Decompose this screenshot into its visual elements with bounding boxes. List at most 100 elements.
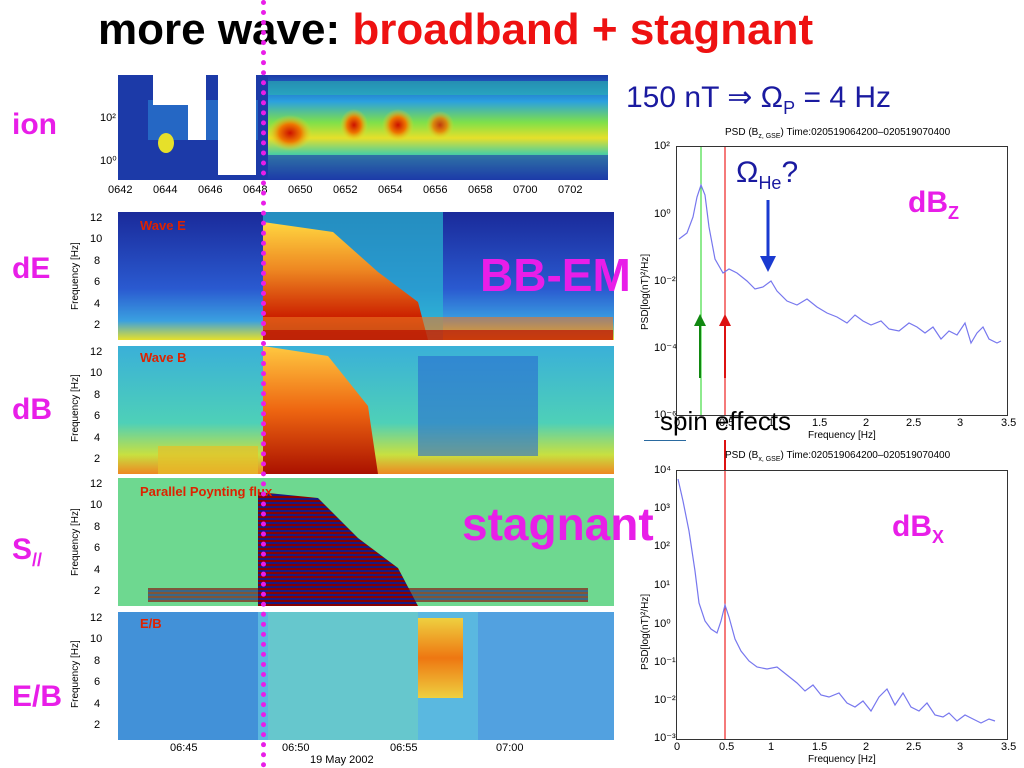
eb-ytick-10: 10: [90, 633, 103, 645]
poynting-ytick-10: 10: [90, 499, 103, 511]
eq-omega: Ω: [752, 81, 784, 114]
spin-effects-underline: [644, 440, 686, 441]
ion-tick-8: 0658: [468, 184, 493, 196]
psd-top-xtick-2: 1: [768, 417, 775, 429]
row-label-db: dB: [12, 393, 52, 426]
wave-b-ytick-4: 4: [94, 432, 101, 444]
eq-omega-sub: P: [783, 98, 796, 118]
poynting-label: Parallel Poynting flux: [140, 484, 273, 499]
date-label: 19 May 2002: [310, 754, 374, 766]
psd-top-xtick-1: 0.5: [719, 417, 735, 429]
wave-b-ylabel: Frequency [Hz]: [70, 374, 81, 442]
psd-bottom-ytick-4: 10⁰: [654, 618, 671, 630]
wave-b-ytick-2: 2: [94, 453, 101, 465]
wave-b-ytick-6: 6: [94, 410, 101, 422]
poynting-ytick-6: 6: [94, 542, 101, 554]
eb-label: E/B: [140, 616, 162, 631]
wave-b-image: Wave B: [118, 346, 614, 474]
psd-bottom-xtick-6: 3: [957, 741, 964, 753]
psd-bottom-xtick-2: 1: [768, 741, 775, 753]
psd-bottom-xtick-4: 2: [863, 741, 870, 753]
psd-bottom-title: PSD (Bx, GSE) Time:020519064200–02051907…: [725, 450, 950, 463]
bb-em-label: BB-EM: [480, 249, 631, 301]
ion-ytick-2: 10⁰: [100, 155, 117, 167]
time-tick-0650: 06:50: [282, 742, 310, 754]
psd-top-xtick-3: 1.5: [812, 417, 828, 429]
psd-bottom-ytick-7: 10⁻³: [654, 732, 676, 744]
dbx-label: dBX: [892, 510, 944, 548]
psd-bottom-ytick-1: 10³: [654, 502, 670, 514]
psd-bottom-ytick-5: 10⁻¹: [654, 656, 676, 668]
title-highlight: broadband + stagnant: [352, 5, 814, 54]
omega-he-question: ?: [781, 156, 799, 189]
omega-he-arrow: [760, 200, 776, 272]
row-label-s-text: S: [12, 533, 33, 566]
ion-tick-0: 0642: [108, 184, 133, 196]
psd-top-ylabel: PSD[log(nT)²/Hz]: [640, 253, 651, 330]
eb-ylabel: Frequency [Hz]: [70, 640, 81, 708]
wave-e-spectrogram: Wave E: [118, 212, 614, 340]
wave-b-ytick-12: 12: [90, 346, 103, 358]
eb-ytick-6: 6: [94, 676, 101, 688]
ion-tick-5: 0652: [333, 184, 358, 196]
psd-bottom-xtick-0: 0: [674, 741, 681, 753]
time-tick-0700: 07:00: [496, 742, 524, 754]
psd-top-xtick-5: 2.5: [906, 417, 922, 429]
wave-b-ytick-10: 10: [90, 367, 103, 379]
psd-bottom-xtick-5: 2.5: [906, 741, 922, 753]
ion-tick-6: 0654: [378, 184, 403, 196]
psd-bottom-title-sub: x, GSE: [758, 456, 781, 463]
psd-bottom-svg: [677, 471, 996, 739]
psd-top-xtick-4: 2: [863, 417, 870, 429]
eb-yticks: 12 10 8 6 4 2: [90, 612, 116, 740]
omega-he-sub: He: [758, 173, 782, 193]
ion-tick-9: 0700: [513, 184, 538, 196]
psd-bottom-title-post: ) Time:020519064200–020519070400: [780, 450, 951, 461]
spin-effects-label: spin effects: [660, 406, 792, 436]
dbx-text: dB: [892, 510, 932, 543]
eq-arrow: ⇒: [727, 81, 753, 114]
eb-ytick-12: 12: [90, 612, 103, 624]
gyrofrequency-equation: 150 nT ⇒ ΩP = 4 Hz: [626, 80, 891, 119]
psd-top-xlabel: Frequency [Hz]: [808, 430, 876, 441]
eb-ytick-8: 8: [94, 655, 101, 667]
psd-top-xtick-7: 3.5: [1001, 417, 1017, 429]
wave-b-spectrogram: Wave B: [118, 346, 614, 474]
ion-time-axis: 0642 0644 0646 0648 0650 0652 0654 0656 …: [108, 184, 608, 200]
wave-b-yticks: 12 10 8 6 4 2: [90, 346, 116, 474]
wave-e-ytick-8: 8: [94, 255, 101, 267]
psd-top-title-pre: PSD (B: [725, 127, 759, 138]
eb-image: E/B: [118, 612, 614, 740]
eb-ytick-2: 2: [94, 719, 101, 731]
row-label-de: dE: [12, 252, 51, 285]
poynting-ytick-2: 2: [94, 585, 101, 597]
wave-e-ytick-12: 12: [90, 212, 103, 224]
wave-e-ytick-4: 4: [94, 298, 101, 310]
ion-tick-2: 0646: [198, 184, 223, 196]
dbx-sub: X: [932, 527, 945, 547]
poynting-image: Parallel Poynting flux: [118, 478, 614, 606]
wave-b-ytick-8: 8: [94, 389, 101, 401]
spin-effect-arrows: [694, 314, 731, 378]
time-tick-0655: 06:55: [390, 742, 418, 754]
eq-right: = 4 Hz: [795, 81, 891, 114]
psd-bottom-ytick-3: 10¹: [654, 579, 670, 591]
psd-bottom-ylabel: PSD[log(nT)²/Hz]: [640, 593, 651, 670]
psd-bottom-ytick-0: 10⁴: [654, 464, 671, 476]
psd-top-ytick-2: 10⁻²: [654, 275, 676, 287]
row-label-ion: ion: [12, 108, 57, 141]
psd-top-xtick-0: 0: [674, 417, 681, 429]
wave-e-ylabel: Frequency [Hz]: [70, 242, 81, 310]
poynting-ytick-4: 4: [94, 564, 101, 576]
eb-ytick-4: 4: [94, 698, 101, 710]
eb-spectrogram: E/B: [118, 612, 614, 740]
omega-he-symbol: Ω: [736, 156, 759, 189]
wave-b-label: Wave B: [140, 350, 186, 365]
psd-bottom-title-pre: PSD (B: [725, 450, 759, 461]
ion-spectrogram: [118, 75, 608, 180]
psd-top-xtick-6: 3: [957, 417, 964, 429]
row-label-s-parallel: S//: [12, 533, 42, 571]
psd-bottom-plot: [676, 470, 1008, 740]
psd-top-plot: [676, 146, 1008, 416]
ion-tick-7: 0656: [423, 184, 448, 196]
